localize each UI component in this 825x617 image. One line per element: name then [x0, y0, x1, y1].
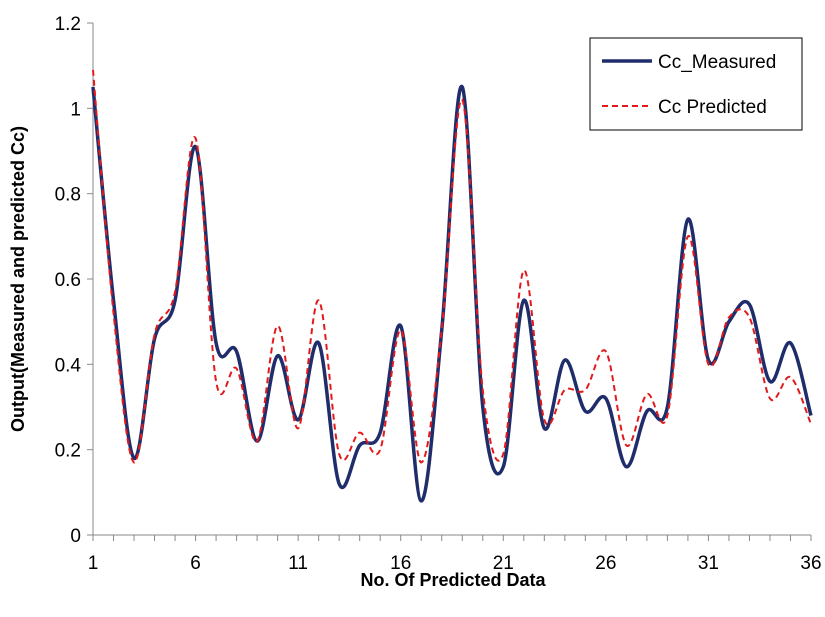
series-line-cc-measured: [91, 85, 813, 503]
y-tick-label: 0.2: [55, 441, 81, 462]
y-tick-label: 0.4: [55, 355, 82, 376]
legend-label-cc-measured: Cc_Measured: [658, 52, 776, 73]
y-axis-title: Output(Measured and predicted Cc): [8, 126, 28, 432]
y-tick-label: 1.2: [55, 14, 81, 35]
y-tick-label: 0: [70, 526, 81, 547]
x-tick-label: 31: [698, 553, 719, 574]
legend-box: [589, 37, 803, 131]
legend: Cc_Measured Cc Predicted: [589, 37, 803, 131]
legend-label-cc-predicted: Cc Predicted: [658, 97, 767, 118]
y-tick-label: 0.6: [55, 270, 81, 291]
y-tick-label: 0.8: [55, 185, 81, 206]
x-tick-label: 1: [88, 553, 99, 574]
series-layer: [91, 69, 813, 503]
x-tick-label: 26: [595, 553, 616, 574]
axes: [87, 22, 812, 541]
y-tick-labels: 0 0.2 0.4 0.6 0.8 1 1.2: [55, 14, 82, 547]
x-tick-labels: 1 6 11 16 21 26 31 36: [88, 553, 822, 574]
y-tick-label: 1: [70, 99, 81, 120]
series-line-cc-predicted: [92, 69, 812, 464]
x-tick-label: 21: [493, 553, 514, 574]
x-tick-label: 11: [288, 553, 308, 574]
x-tick-label: 16: [390, 553, 411, 574]
x-tick-label: 36: [800, 553, 821, 574]
x-tick-label: 6: [190, 553, 201, 574]
x-axis-title: No. Of Predicted Data: [360, 570, 546, 590]
